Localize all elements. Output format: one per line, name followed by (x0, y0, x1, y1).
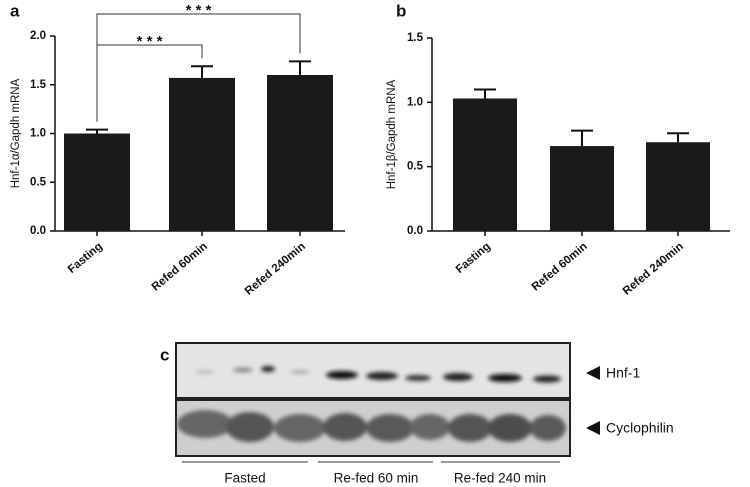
significance-label: * * * (137, 33, 163, 50)
error-bar (667, 132, 689, 143)
bar (267, 75, 333, 231)
y-tick-label: 1.5 (407, 32, 424, 44)
y-tick-label: 0.0 (30, 225, 46, 237)
y-tick-label: 1.5 (30, 79, 47, 91)
y-tick-label: 1.0 (30, 128, 46, 140)
significance-bracket (96, 13, 301, 122)
y-axis-label: Hnf-1β/Gapdh mRNA (386, 79, 398, 189)
error-bar (289, 60, 311, 75)
x-tick-label: Fasting (454, 240, 493, 275)
arrow (586, 366, 600, 380)
y-tick-label: 0.5 (30, 176, 47, 188)
panel-label: a (10, 1, 20, 20)
group-label: Re-fed 60 min (334, 471, 419, 486)
x-tick-label: Fasting (66, 240, 105, 275)
y-axis-label: Hnf-1α/Gapdh mRNA (10, 78, 22, 188)
significance-label: * * * (186, 2, 212, 19)
group-label: Fasted (224, 471, 265, 486)
error-bar (86, 128, 108, 134)
x-tick-label: Refed 60min (150, 240, 210, 293)
y-tick-label: 1.0 (407, 96, 423, 108)
x-tick-label: Refed 240min (243, 240, 308, 297)
panel-label: b (396, 1, 406, 20)
y-tick-label: 0.0 (407, 225, 423, 237)
band-label: Hnf-1 (606, 365, 640, 381)
arrow (586, 421, 600, 435)
bar (453, 98, 517, 232)
x-tick-label: Refed 60min (530, 240, 590, 293)
error-bar (474, 88, 496, 99)
bar (169, 77, 235, 231)
bar (550, 146, 614, 231)
error-bar (191, 65, 213, 78)
bands (177, 366, 566, 442)
y-tick-label: 2.0 (30, 30, 46, 42)
panel-label: c (160, 345, 169, 364)
x-tick-label: Refed 240min (621, 240, 686, 297)
group-label: Re-fed 240 min (454, 471, 546, 486)
bar (64, 133, 130, 231)
error-bar (571, 129, 593, 147)
bar (646, 142, 710, 231)
y-tick-label: 0.5 (407, 161, 424, 173)
band-label: Cyclophilin (606, 420, 674, 436)
